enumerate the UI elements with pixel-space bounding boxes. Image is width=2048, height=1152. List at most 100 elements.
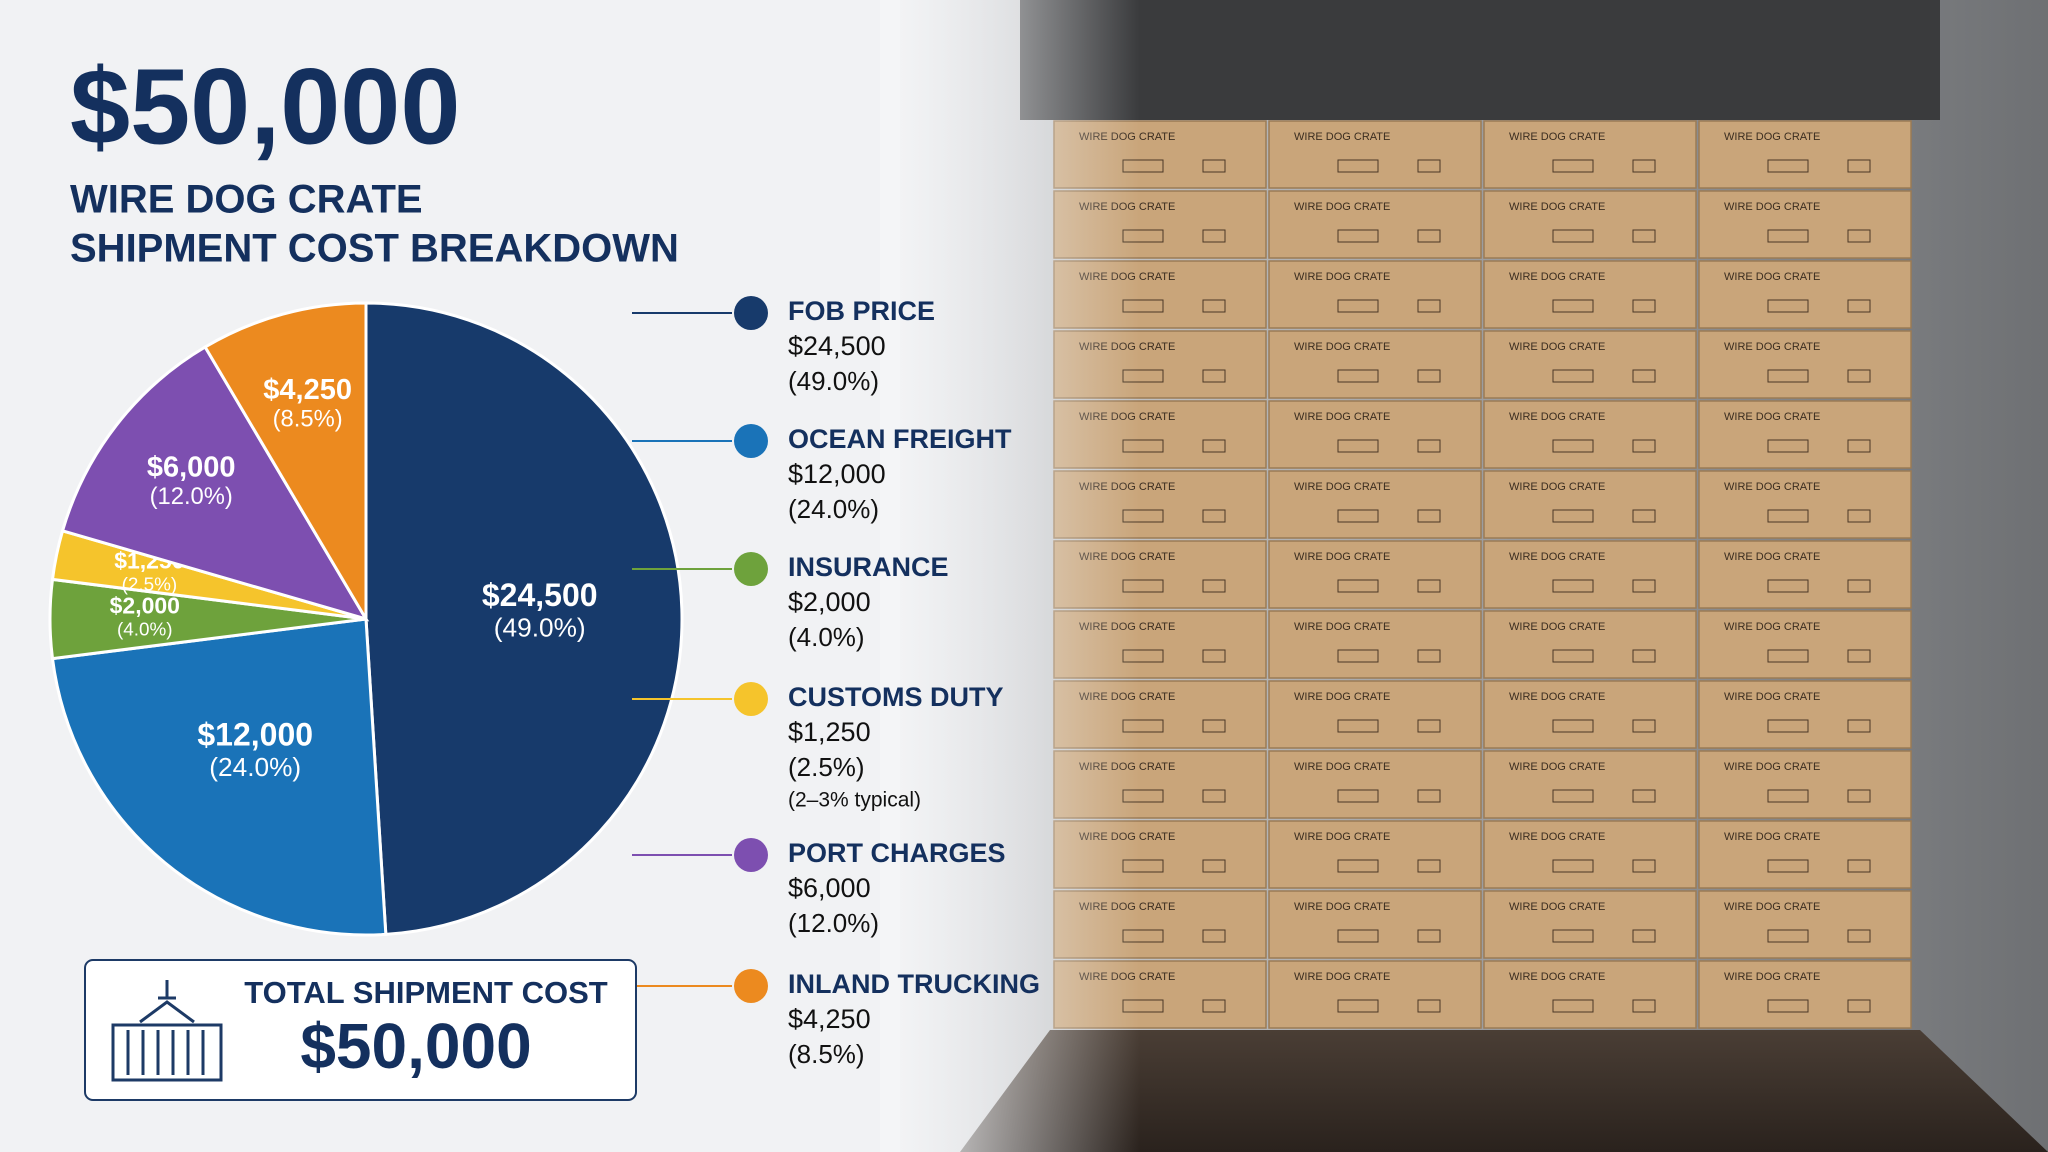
crate-box xyxy=(1698,470,1912,539)
crate-box xyxy=(1483,470,1697,539)
crate-box-print xyxy=(1552,509,1594,523)
crate-box-print xyxy=(1202,439,1226,453)
slice-value-label: $6,000 xyxy=(147,452,236,484)
crate-box xyxy=(1698,260,1912,329)
crate-box xyxy=(1483,680,1697,749)
crate-box-print xyxy=(1847,719,1871,733)
crate-box-label: WIRE DOG CRATE xyxy=(1724,271,1820,283)
crate-box-label: WIRE DOG CRATE xyxy=(1724,621,1820,633)
legend-dot xyxy=(734,552,768,586)
legend-dot xyxy=(734,838,768,872)
crate-box xyxy=(1268,120,1482,189)
crate-box-print xyxy=(1632,159,1656,173)
crate-box-print xyxy=(1847,929,1871,943)
headline: $50,000 xyxy=(70,46,460,167)
crate-box-print xyxy=(1337,649,1379,663)
crate-box-print xyxy=(1632,859,1656,873)
crate-box xyxy=(1698,400,1912,469)
crate-box-print xyxy=(1417,229,1441,243)
crate-box-label: WIRE DOG CRATE xyxy=(1509,691,1605,703)
pie-slice xyxy=(203,301,368,625)
chart-title: WIRE DOG CRATE xyxy=(70,178,423,222)
crate-box-print xyxy=(1417,789,1441,803)
crate-box-print xyxy=(1767,229,1809,243)
crate-box-print xyxy=(1632,439,1656,453)
crate-box-label: WIRE DOG CRATE xyxy=(1724,971,1820,983)
crate-box xyxy=(1483,820,1697,889)
crate-box-print xyxy=(1417,859,1441,873)
legend-dot xyxy=(734,424,768,458)
crate-box-print xyxy=(1767,929,1809,943)
crate-box-print xyxy=(1552,579,1594,593)
crate-box-print xyxy=(1417,929,1441,943)
crate-box-print xyxy=(1847,859,1871,873)
crate-box-label: WIRE DOG CRATE xyxy=(1294,831,1390,843)
crate-box-print xyxy=(1337,859,1379,873)
crate-box-print xyxy=(1337,999,1379,1013)
crate-box-print xyxy=(1632,229,1656,243)
crate-box-label: WIRE DOG CRATE xyxy=(1294,971,1390,983)
crate-box-print xyxy=(1417,509,1441,523)
crate-box-print xyxy=(1552,299,1594,313)
crate-box-print xyxy=(1847,649,1871,663)
slice-value-label: $2,000 xyxy=(110,593,180,619)
total-frame xyxy=(84,959,637,1101)
crate-box-print xyxy=(1337,159,1379,173)
crate-box-print xyxy=(1202,159,1226,173)
container-ceiling xyxy=(1020,0,1940,120)
crate-box-print xyxy=(1847,439,1871,453)
crate-box-print xyxy=(1847,229,1871,243)
crate-box-label: WIRE DOG CRATE xyxy=(1724,341,1820,353)
crate-box-print xyxy=(1552,229,1594,243)
legend-name: PORT CHARGES xyxy=(788,838,1006,868)
crate-box-print xyxy=(1417,159,1441,173)
crate-box-print xyxy=(1417,649,1441,663)
crate-box-print xyxy=(1767,369,1809,383)
crate-box-print xyxy=(1417,719,1441,733)
crate-box-print xyxy=(1552,439,1594,453)
legend: FOB PRICE $24,500 (49.0%) OCEAN FREIGHT $12,… xyxy=(632,296,1040,1069)
crate-box xyxy=(1698,540,1912,609)
crate-box xyxy=(1268,750,1482,819)
crate-box xyxy=(1268,190,1482,259)
crate-box xyxy=(1698,960,1912,1029)
crate-box-print xyxy=(1202,929,1226,943)
crate-box xyxy=(1268,820,1482,889)
crate-box-label: WIRE DOG CRATE xyxy=(1294,481,1390,493)
legend-name: CUSTOMS DUTY xyxy=(788,682,1004,712)
crate-box-print xyxy=(1552,999,1594,1013)
crate-box-print xyxy=(1552,929,1594,943)
legend-dot xyxy=(734,296,768,330)
crate-box xyxy=(1268,680,1482,749)
slice-value-label: $12,000 xyxy=(197,716,313,752)
crate-box-label: WIRE DOG CRATE xyxy=(1509,831,1605,843)
crate-box-print xyxy=(1767,509,1809,523)
slice-percent-label: (12.0%) xyxy=(150,483,233,510)
crate-box-print xyxy=(1632,719,1656,733)
slice-percent-label: (2.5%) xyxy=(122,574,178,595)
crate-box-print xyxy=(1417,999,1441,1013)
crate-box-print xyxy=(1767,649,1809,663)
slice-percent-label: (8.5%) xyxy=(273,405,343,432)
crate-box-print xyxy=(1552,649,1594,663)
crate-box-label: WIRE DOG CRATE xyxy=(1724,551,1820,563)
crate-box-label: WIRE DOG CRATE xyxy=(1294,901,1390,913)
crate-box-print xyxy=(1417,579,1441,593)
crate-box-print xyxy=(1767,859,1809,873)
pie-slice xyxy=(50,617,388,937)
crate-box-print xyxy=(1202,649,1226,663)
legend-note: (2–3% typical) xyxy=(788,789,921,812)
crate-box xyxy=(1698,120,1912,189)
legend-value: $24,500 xyxy=(788,331,886,361)
crate-box xyxy=(1268,470,1482,539)
crate-box-label: WIRE DOG CRATE xyxy=(1509,551,1605,563)
crate-box-print xyxy=(1847,159,1871,173)
slice-percent-label: (49.0%) xyxy=(494,612,586,642)
legend-percent: (2.5%) xyxy=(788,752,865,782)
crate-box-print xyxy=(1202,299,1226,313)
crate-box-label: WIRE DOG CRATE xyxy=(1509,271,1605,283)
crate-box-print xyxy=(1552,789,1594,803)
crate-box-label: WIRE DOG CRATE xyxy=(1724,411,1820,423)
crate-box-print xyxy=(1632,649,1656,663)
slice-percent-label: (24.0%) xyxy=(209,752,301,782)
